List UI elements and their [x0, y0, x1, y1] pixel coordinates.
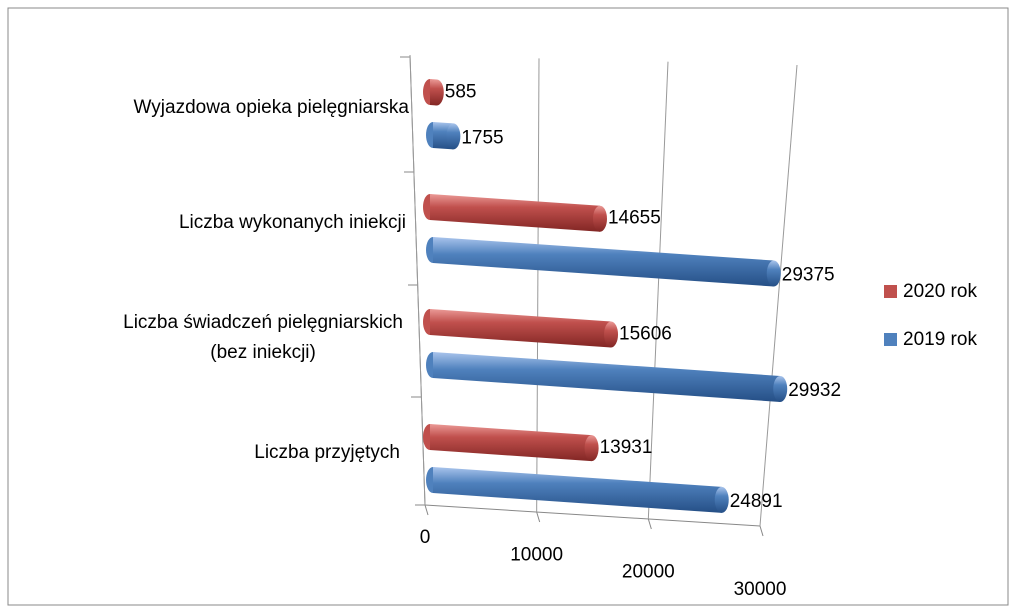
x-tick-label: 0: [420, 527, 431, 548]
bar-cap: [446, 123, 461, 150]
bar: [433, 467, 722, 513]
x-tick-label: 30000: [734, 579, 787, 600]
legend-swatch: [884, 285, 897, 298]
data-label: 29375: [782, 265, 835, 286]
legend-label: 2020 rok: [903, 281, 977, 302]
grid-line: [647, 61, 669, 520]
bar: [430, 194, 600, 232]
bar: [430, 424, 592, 462]
grid-line: [409, 54, 426, 506]
x-tick: [759, 525, 764, 537]
data-label: 29932: [788, 380, 841, 401]
data-label: 13931: [600, 437, 653, 458]
grid-line: [759, 64, 798, 527]
data-label: 24891: [730, 491, 783, 512]
data-label: 14655: [608, 208, 661, 229]
bar-cap: [714, 486, 729, 513]
data-label: 585: [445, 81, 477, 102]
x-tick-label: 10000: [510, 544, 563, 565]
chart-border: [7, 7, 1009, 606]
bar: [433, 237, 774, 287]
category-label: Liczba przyjętych: [254, 442, 400, 463]
bar: [430, 309, 612, 348]
bar-cap: [604, 321, 619, 348]
data-label: 15606: [619, 324, 672, 345]
bar: [433, 352, 781, 402]
category-label: Wyjazdowa opieka pielęgniarska: [133, 97, 409, 118]
bar-cap: [584, 435, 599, 462]
bar-cap: [429, 79, 444, 106]
bar-cap: [766, 260, 781, 287]
x-tick-label: 20000: [622, 562, 675, 583]
bar-cap: [592, 205, 607, 232]
x-tick: [647, 518, 652, 530]
bar-cap: [773, 375, 788, 402]
x-tick: [536, 511, 541, 523]
category-label: Liczba świadczeń pielęgniarskich (bez in…: [123, 312, 403, 363]
legend-swatch: [884, 333, 897, 346]
data-label: 1755: [461, 127, 503, 148]
floor-edge: [424, 504, 761, 527]
legend-label: 2019 rok: [903, 329, 977, 350]
x-tick: [424, 504, 429, 516]
category-label: Liczba wykonanych iniekcji: [178, 212, 406, 233]
